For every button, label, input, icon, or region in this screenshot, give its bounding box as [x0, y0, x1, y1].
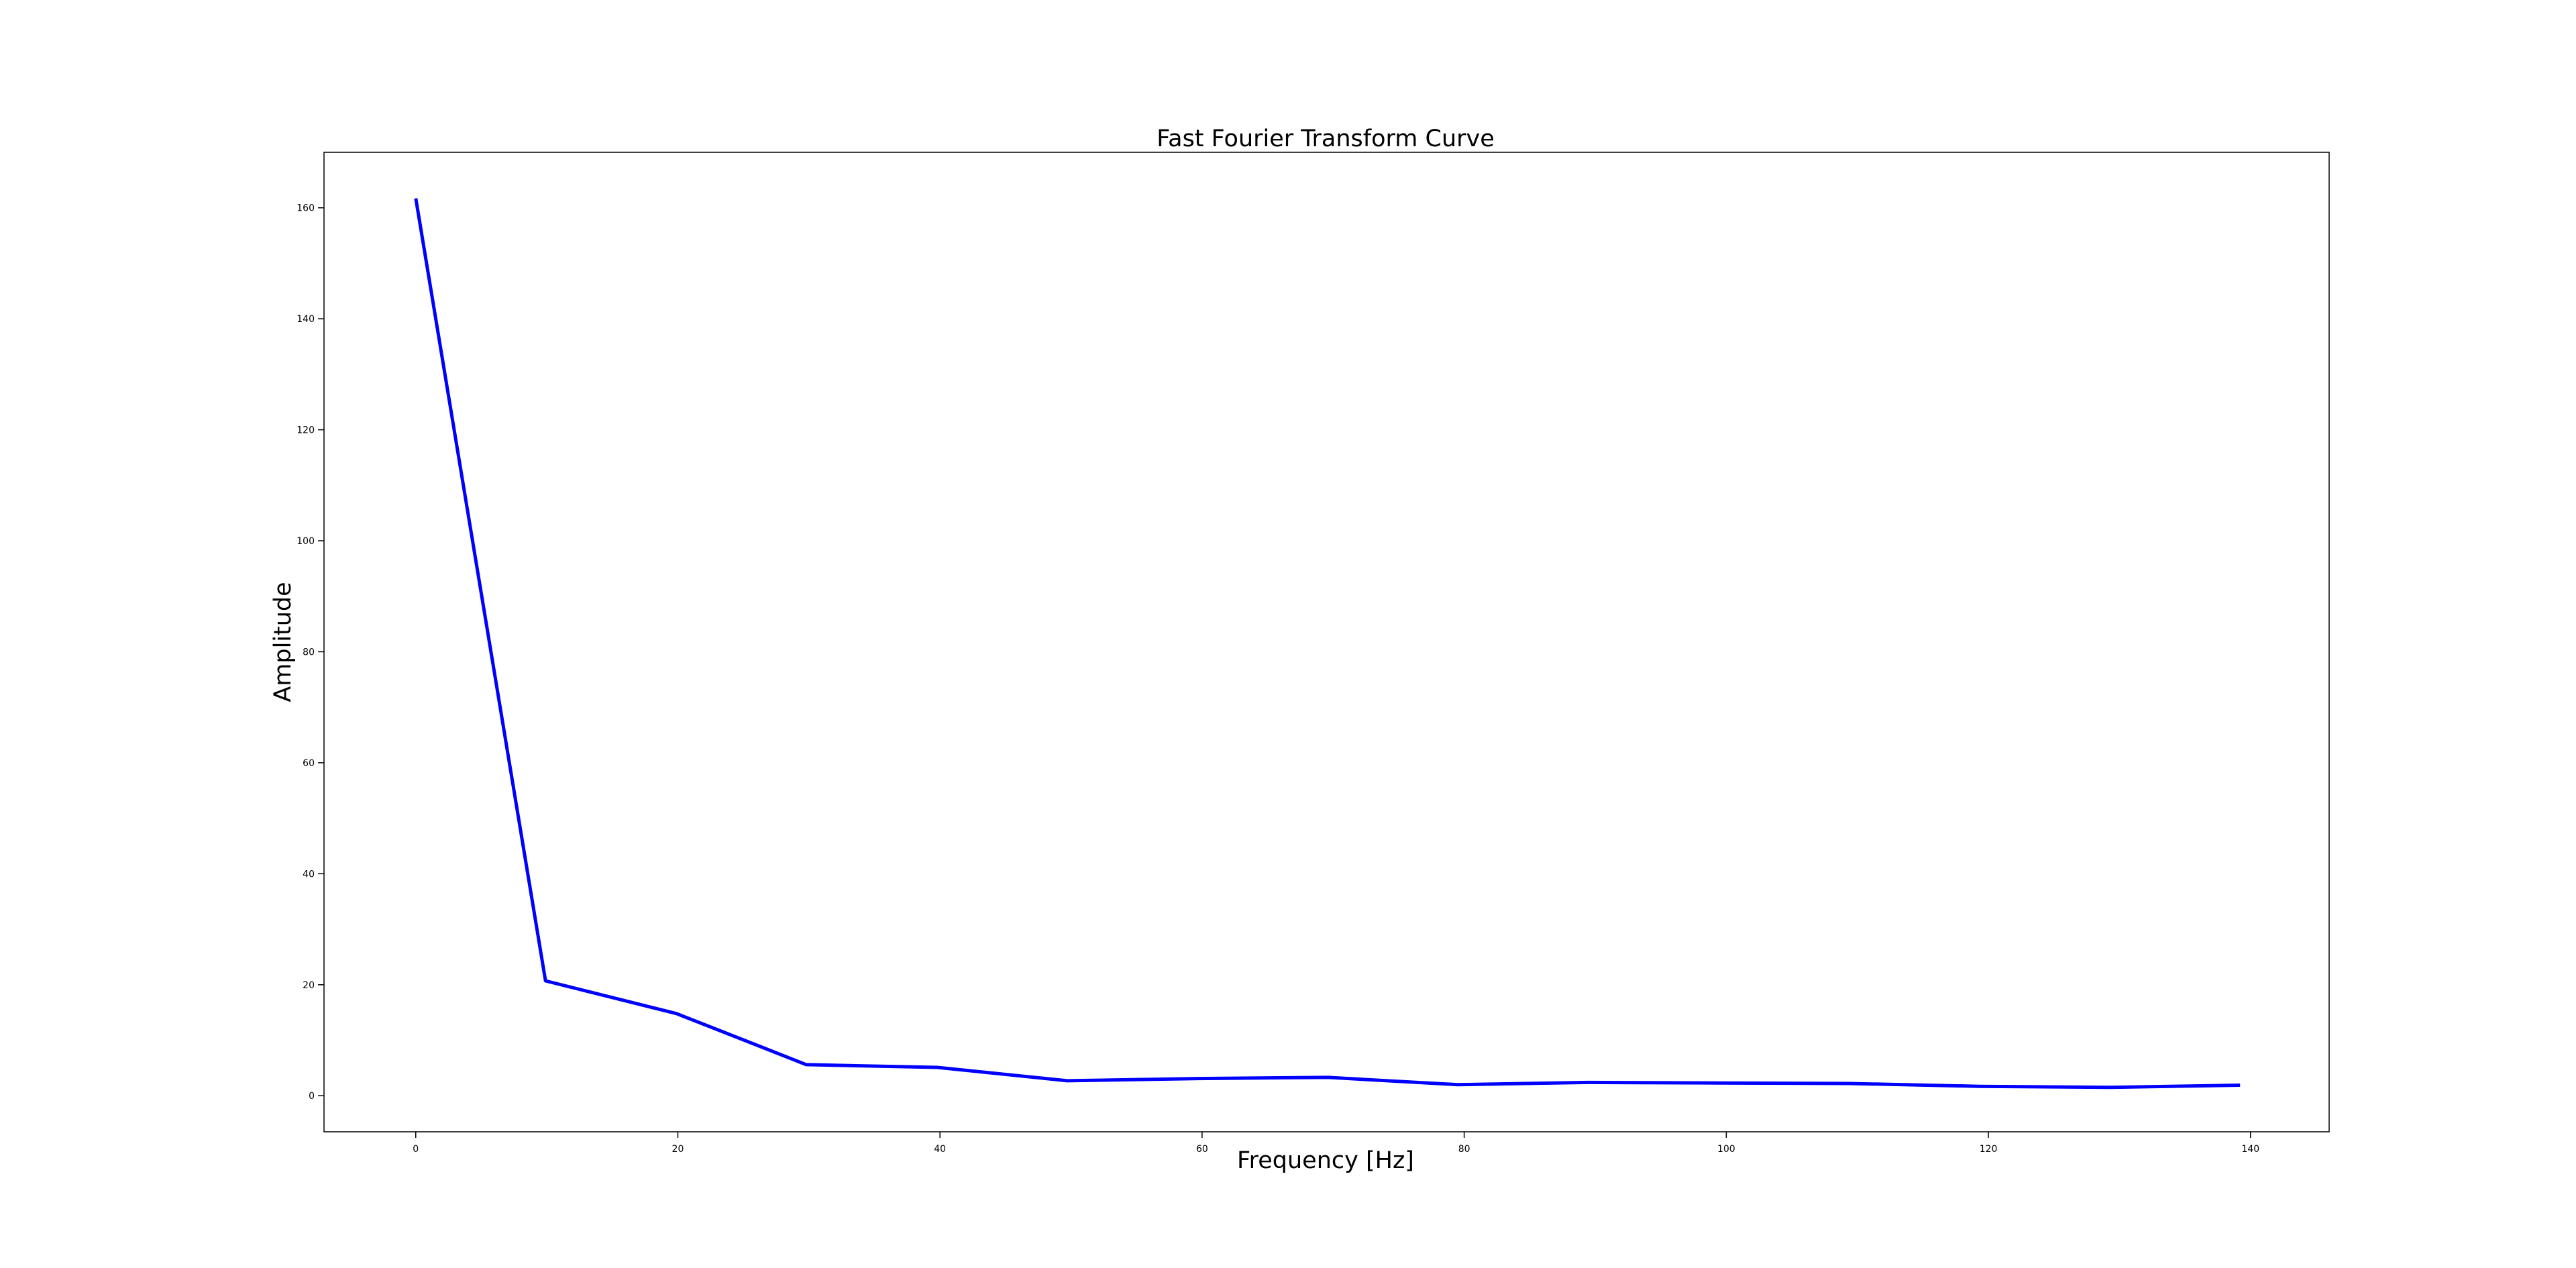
x-tick-label: 20	[672, 1144, 684, 1155]
y-tick-label: 40	[303, 869, 315, 880]
y-tick-label: 80	[303, 647, 315, 657]
x-tick-label: 140	[2241, 1144, 2259, 1155]
x-tick-label: 60	[1196, 1144, 1208, 1155]
series-line-0	[414, 198, 2241, 1090]
x-tick-label: 120	[1980, 1144, 1998, 1155]
y-tick-label: 100	[297, 536, 315, 547]
x-tick-label: 40	[934, 1144, 946, 1155]
y-tick-label: 0	[309, 1091, 315, 1102]
x-tick-label: 0	[413, 1144, 419, 1155]
y-tick-label: 160	[297, 203, 315, 214]
y-tick-label: 60	[303, 758, 315, 769]
x-axis-label: Frequency [Hz]	[1237, 1147, 1414, 1174]
x-tick-label: 80	[1458, 1144, 1470, 1155]
y-tick-label: 120	[297, 425, 315, 436]
y-tick-label: 20	[303, 980, 315, 991]
plot-area: 0 20 40 60 80 100 120 140 0 20 40 60 80 100 120 140 160	[297, 152, 2330, 1155]
plot-frame	[323, 152, 2330, 1132]
x-tick-label: 100	[1717, 1144, 1735, 1155]
y-axis-label: Amplitude	[270, 582, 297, 702]
chart-title: Fast Fourier Transform Curve	[1157, 125, 1495, 152]
y-tick-label: 140	[297, 314, 315, 325]
